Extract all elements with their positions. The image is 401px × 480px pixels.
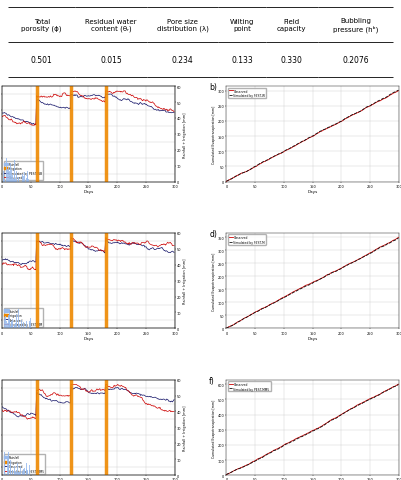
- X-axis label: Days: Days: [308, 336, 318, 340]
- Bar: [24, 173, 25, 182]
- Bar: [9, 171, 10, 182]
- Bar: [8, 467, 9, 475]
- Legend: Observed, Simulated by FEST-W: Observed, Simulated by FEST-W: [228, 88, 266, 99]
- Bar: [6, 158, 7, 182]
- Bar: [20, 466, 21, 475]
- Bar: [5, 474, 6, 475]
- Bar: [12, 470, 13, 475]
- Bar: [16, 314, 17, 329]
- Text: b): b): [209, 83, 217, 92]
- Bar: [22, 174, 23, 182]
- Bar: [17, 463, 18, 475]
- Bar: [13, 180, 14, 182]
- Bar: [24, 468, 25, 475]
- Bar: [23, 469, 24, 475]
- Bar: [16, 178, 17, 182]
- Bar: [7, 457, 8, 475]
- Bar: [11, 170, 12, 182]
- Bar: [14, 466, 15, 475]
- Bar: [20, 472, 21, 475]
- Legend: Rainfall, Irrigation, Observed, Simulated by FEST-MM5: Rainfall, Irrigation, Observed, Simulate…: [4, 455, 45, 474]
- Y-axis label: Rainfall + Irrigation [mm]: Rainfall + Irrigation [mm]: [182, 405, 186, 450]
- Bar: [10, 460, 11, 475]
- Bar: [19, 472, 20, 475]
- Bar: [11, 322, 12, 329]
- Bar: [15, 323, 16, 329]
- X-axis label: Days: Days: [83, 336, 93, 340]
- Bar: [15, 179, 16, 182]
- Y-axis label: Rainfall + Irrigation [mm]: Rainfall + Irrigation [mm]: [182, 112, 186, 157]
- Bar: [7, 169, 8, 182]
- Bar: [10, 164, 11, 182]
- Bar: [14, 180, 15, 182]
- Bar: [12, 470, 13, 475]
- Y-axis label: Cumulated Evapotranspiration [mm]: Cumulated Evapotranspiration [mm]: [212, 398, 216, 456]
- Bar: [27, 174, 28, 182]
- Bar: [3, 179, 4, 182]
- Bar: [15, 470, 16, 475]
- Y-axis label: Cumulated Evapotranspiration [mm]: Cumulated Evapotranspiration [mm]: [212, 106, 216, 164]
- Bar: [10, 465, 11, 475]
- Bar: [3, 171, 4, 182]
- Bar: [4, 452, 5, 475]
- Bar: [12, 319, 13, 329]
- Bar: [27, 172, 28, 182]
- Bar: [11, 321, 12, 329]
- Bar: [12, 176, 13, 182]
- Bar: [8, 316, 9, 329]
- Bar: [4, 319, 5, 329]
- Bar: [10, 326, 11, 329]
- Bar: [22, 471, 23, 475]
- Bar: [4, 465, 5, 475]
- Bar: [27, 470, 28, 475]
- Legend: Observed, Simulated by PEST-MM5: Observed, Simulated by PEST-MM5: [228, 382, 271, 392]
- Bar: [28, 180, 29, 182]
- Bar: [16, 171, 17, 182]
- Bar: [18, 179, 19, 182]
- X-axis label: Days: Days: [308, 190, 318, 194]
- Bar: [8, 180, 9, 182]
- Y-axis label: Cumulated Evapotranspiration [mm]: Cumulated Evapotranspiration [mm]: [212, 252, 216, 310]
- Bar: [19, 472, 20, 475]
- Bar: [8, 454, 9, 475]
- Bar: [26, 322, 27, 329]
- Bar: [9, 318, 10, 329]
- Text: f): f): [209, 376, 215, 385]
- Bar: [4, 180, 5, 182]
- Bar: [23, 322, 24, 329]
- Text: d): d): [209, 229, 217, 239]
- Bar: [29, 466, 30, 475]
- Bar: [16, 472, 17, 475]
- Bar: [11, 322, 12, 329]
- Bar: [24, 467, 25, 475]
- Bar: [6, 321, 7, 329]
- Y-axis label: Rainfall + Irrigation [mm]: Rainfall + Irrigation [mm]: [182, 258, 186, 304]
- Bar: [26, 179, 27, 182]
- Bar: [5, 317, 6, 329]
- Bar: [21, 320, 22, 329]
- Legend: Rainfall, Irrigation, Simulated by PEST-WB, Observed: Rainfall, Irrigation, Simulated by PEST-…: [4, 162, 43, 181]
- Bar: [14, 326, 15, 329]
- Bar: [14, 176, 15, 182]
- Bar: [23, 177, 24, 182]
- X-axis label: Days: Days: [83, 190, 93, 194]
- Bar: [7, 324, 8, 329]
- Bar: [12, 326, 13, 329]
- Legend: Observed, Simulated by FEST-M: Observed, Simulated by FEST-M: [228, 235, 266, 245]
- Bar: [29, 321, 30, 329]
- Bar: [9, 310, 10, 329]
- Bar: [25, 328, 26, 329]
- Bar: [8, 452, 9, 475]
- Bar: [19, 326, 20, 329]
- Bar: [12, 325, 13, 329]
- Bar: [26, 463, 27, 475]
- Bar: [8, 168, 9, 182]
- Legend: Rainfall, Irrigation, Observed, Simulated by FEST-MM: Rainfall, Irrigation, Observed, Simulate…: [4, 308, 43, 327]
